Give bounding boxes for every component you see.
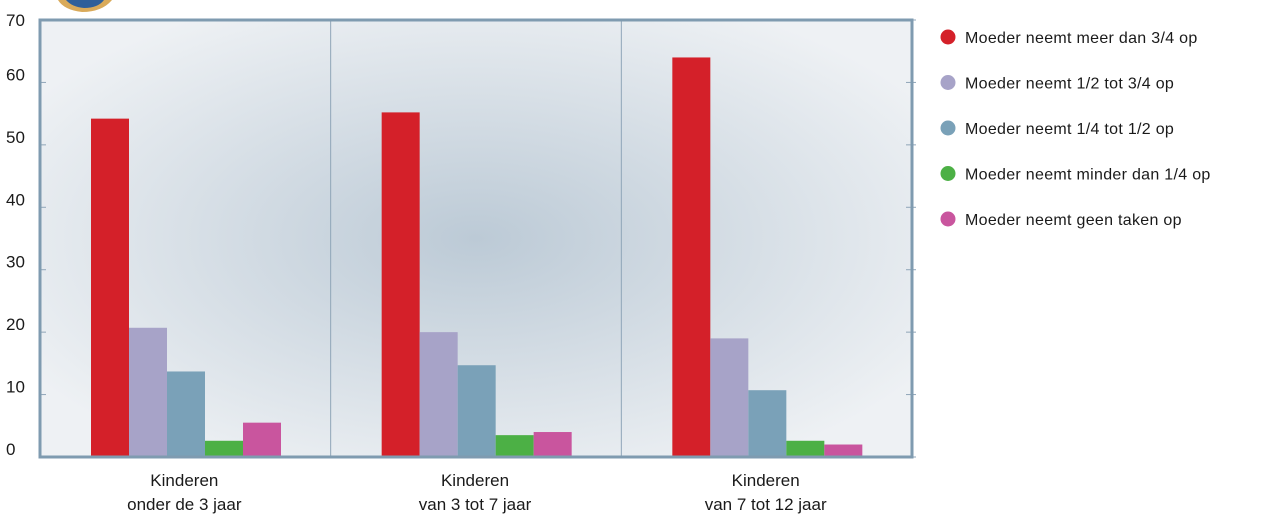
bar [381,112,420,457]
bar [91,118,129,457]
bar [748,390,787,457]
legend-marker [940,120,956,136]
y-tick-label: 70 [6,11,25,30]
bar [710,338,749,457]
bar [457,365,496,457]
bar [672,57,711,457]
x-tick-label: van 7 tot 12 jaar [705,495,827,514]
legend-marker [940,75,956,90]
bar [786,440,825,457]
bar [533,432,572,457]
plot-border [38,18,914,459]
bar [129,327,167,457]
legend-marker [940,211,956,227]
x-tick-label: onder de 3 jaar [127,495,242,514]
bar [495,435,534,457]
bar [824,444,863,457]
y-tick-label: 50 [6,128,25,147]
x-tick-label: van 3 tot 7 jaar [419,495,532,514]
legend-marker [940,166,956,181]
legend-label: Moeder neemt meer dan 3/4 op [965,30,1198,47]
x-tick-label: Kinderen [150,471,218,490]
legend-label: Moeder neemt 1/2 tot 3/4 op [965,76,1174,93]
bar [243,422,281,457]
legend-marker [940,29,956,45]
x-tick-label: Kinderen [732,471,800,490]
bar [419,332,458,457]
y-tick-label: 30 [6,253,25,272]
y-tick-label: 0 [6,440,15,459]
logo-icon [58,0,112,12]
x-tick-label: Kinderen [441,471,509,490]
y-tick-label: 60 [6,65,25,84]
y-tick-label: 20 [6,315,25,334]
bar [167,371,205,457]
legend-label: Moeder neemt 1/4 tot 1/2 op [965,121,1174,138]
legend-label: Moeder neemt minder dan 1/4 op [965,167,1211,184]
bar [205,440,243,457]
legend-label: Moeder neemt geen taken op [965,212,1182,229]
y-tick-label: 40 [6,190,25,209]
y-tick-label: 10 [6,378,25,397]
